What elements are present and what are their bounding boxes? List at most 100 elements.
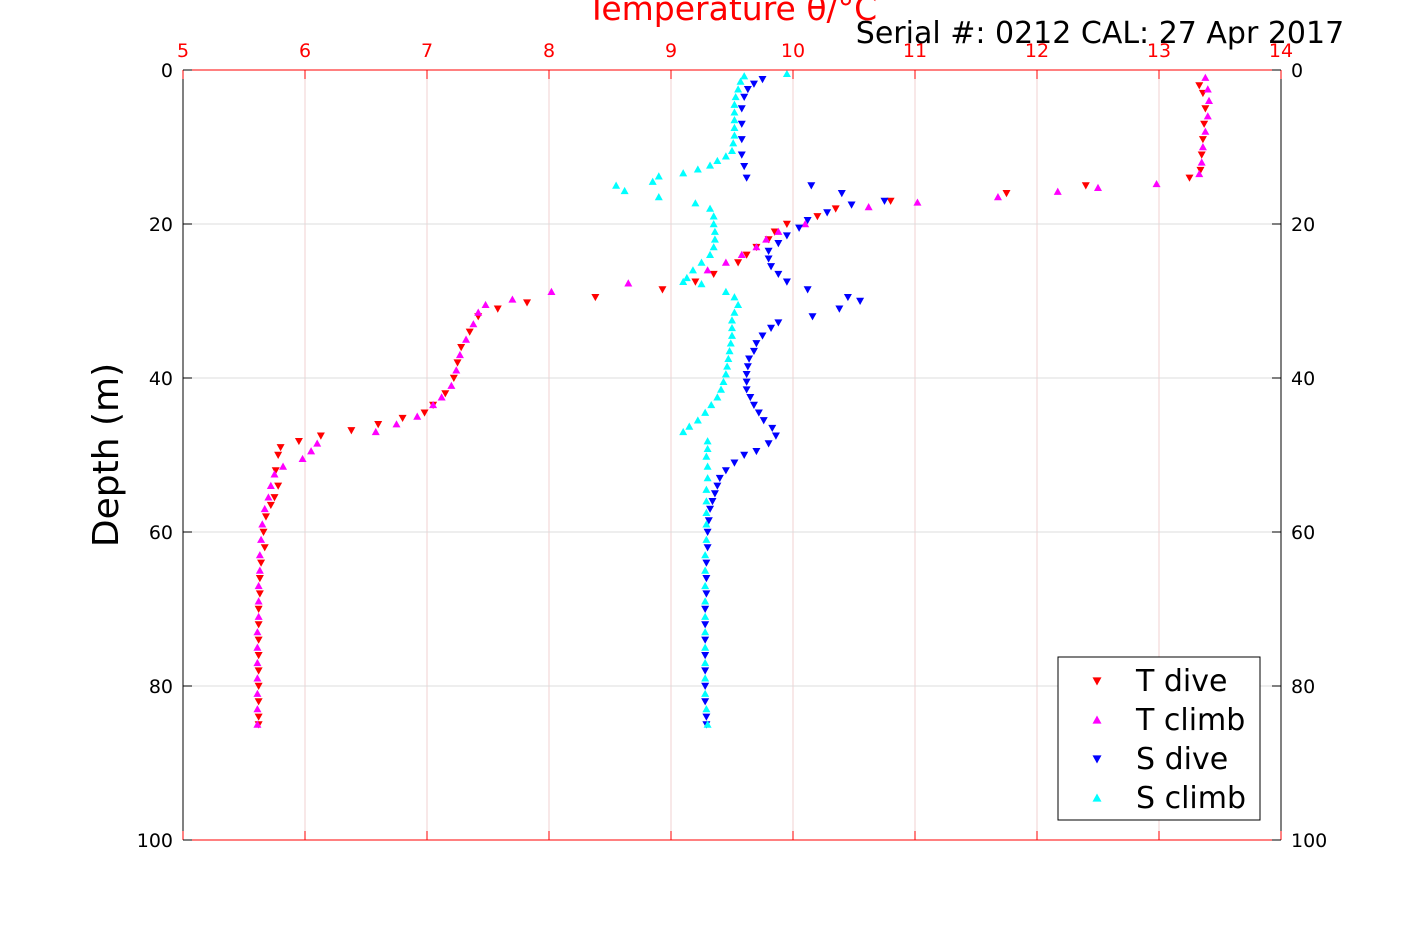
data-point [880, 197, 889, 205]
data-point [742, 251, 751, 259]
data-point [749, 401, 758, 409]
data-point [709, 270, 718, 279]
data-point [469, 320, 478, 328]
data-point [707, 400, 716, 409]
data-point [260, 504, 269, 513]
data-point [704, 517, 713, 525]
data-point [481, 300, 490, 309]
data-point [742, 386, 751, 394]
data-point [276, 444, 285, 452]
y-tick-label-left: 60 [149, 522, 173, 544]
data-point [749, 347, 758, 356]
data-point [441, 390, 450, 398]
data-point [523, 299, 532, 307]
data-point [547, 287, 556, 295]
data-point [752, 243, 761, 251]
data-point [691, 278, 700, 286]
data-point [710, 235, 719, 243]
legend-marker [1092, 677, 1102, 686]
data-point [837, 190, 846, 198]
data-point [508, 295, 517, 303]
legend-label: T dive [1135, 664, 1227, 699]
data-point [740, 93, 749, 101]
data-point [1200, 120, 1209, 128]
data-point [254, 652, 263, 660]
data-point [658, 286, 667, 294]
data-point [782, 278, 791, 286]
data-point [752, 340, 761, 348]
data-point [767, 263, 776, 271]
data-point [726, 339, 735, 347]
data-point [745, 355, 754, 363]
x-tick-label: 11 [903, 40, 927, 62]
data-point [721, 152, 730, 160]
data-point [420, 409, 429, 417]
data-point [701, 689, 710, 697]
x-tick-label: 10 [781, 40, 805, 62]
series-s-climb [612, 69, 791, 728]
data-point [266, 481, 275, 489]
data-point [254, 636, 263, 644]
data-point [254, 682, 263, 690]
data-point [703, 444, 712, 453]
data-point [729, 139, 738, 147]
data-point [253, 628, 262, 636]
data-point [691, 199, 700, 207]
data-point [770, 228, 779, 236]
data-point [740, 451, 749, 459]
data-point [474, 308, 483, 316]
y-tick-label-left: 100 [137, 830, 173, 852]
data-point [774, 270, 783, 279]
data-point [701, 643, 710, 651]
data-point [648, 177, 657, 185]
legend-marker [1092, 755, 1102, 764]
data-point [1152, 179, 1161, 188]
data-point [702, 508, 711, 516]
data-point [831, 205, 840, 213]
data-point [758, 76, 767, 84]
data-point [701, 612, 710, 620]
legend-label: S climb [1136, 781, 1246, 816]
data-point [740, 72, 749, 80]
data-point [259, 528, 268, 536]
data-point [270, 494, 279, 502]
data-point [701, 566, 710, 574]
y-axis-label: Depth (m) [86, 363, 127, 547]
y-tick-label-left: 80 [149, 676, 173, 698]
x-tick-label: 13 [1147, 40, 1171, 62]
data-point [1205, 96, 1214, 104]
data-point [856, 297, 865, 305]
data-point [767, 324, 776, 332]
data-point [255, 590, 264, 598]
legend: T dive T climb S dive S climb [1057, 656, 1261, 821]
data-point [254, 713, 263, 721]
data-point [254, 597, 263, 605]
data-point [728, 323, 736, 332]
data-point [746, 394, 755, 402]
data-point [1198, 143, 1207, 151]
data-point [702, 535, 711, 543]
data-point [728, 316, 736, 324]
data-point [654, 193, 663, 201]
data-point [253, 658, 262, 667]
data-point [693, 416, 702, 424]
data-point [768, 424, 777, 433]
data-point [702, 497, 711, 505]
data-point [253, 674, 262, 682]
data-point [447, 381, 456, 389]
data-point [847, 201, 856, 209]
y-tick-label-right: 100 [1291, 830, 1327, 852]
data-point [721, 287, 730, 295]
data-point [795, 224, 804, 232]
data-point [591, 293, 600, 302]
y-tick-label-right: 20 [1291, 214, 1315, 236]
legend-marker [1092, 715, 1102, 724]
data-point [706, 505, 715, 513]
serial-title: Serial #: 0212 CAL: 27 Apr 2017 [856, 16, 1344, 51]
data-point [737, 105, 746, 113]
data-point [279, 462, 288, 470]
data-point [1081, 182, 1090, 190]
y-tick-label-left: 20 [149, 214, 173, 236]
data-point [742, 174, 751, 182]
